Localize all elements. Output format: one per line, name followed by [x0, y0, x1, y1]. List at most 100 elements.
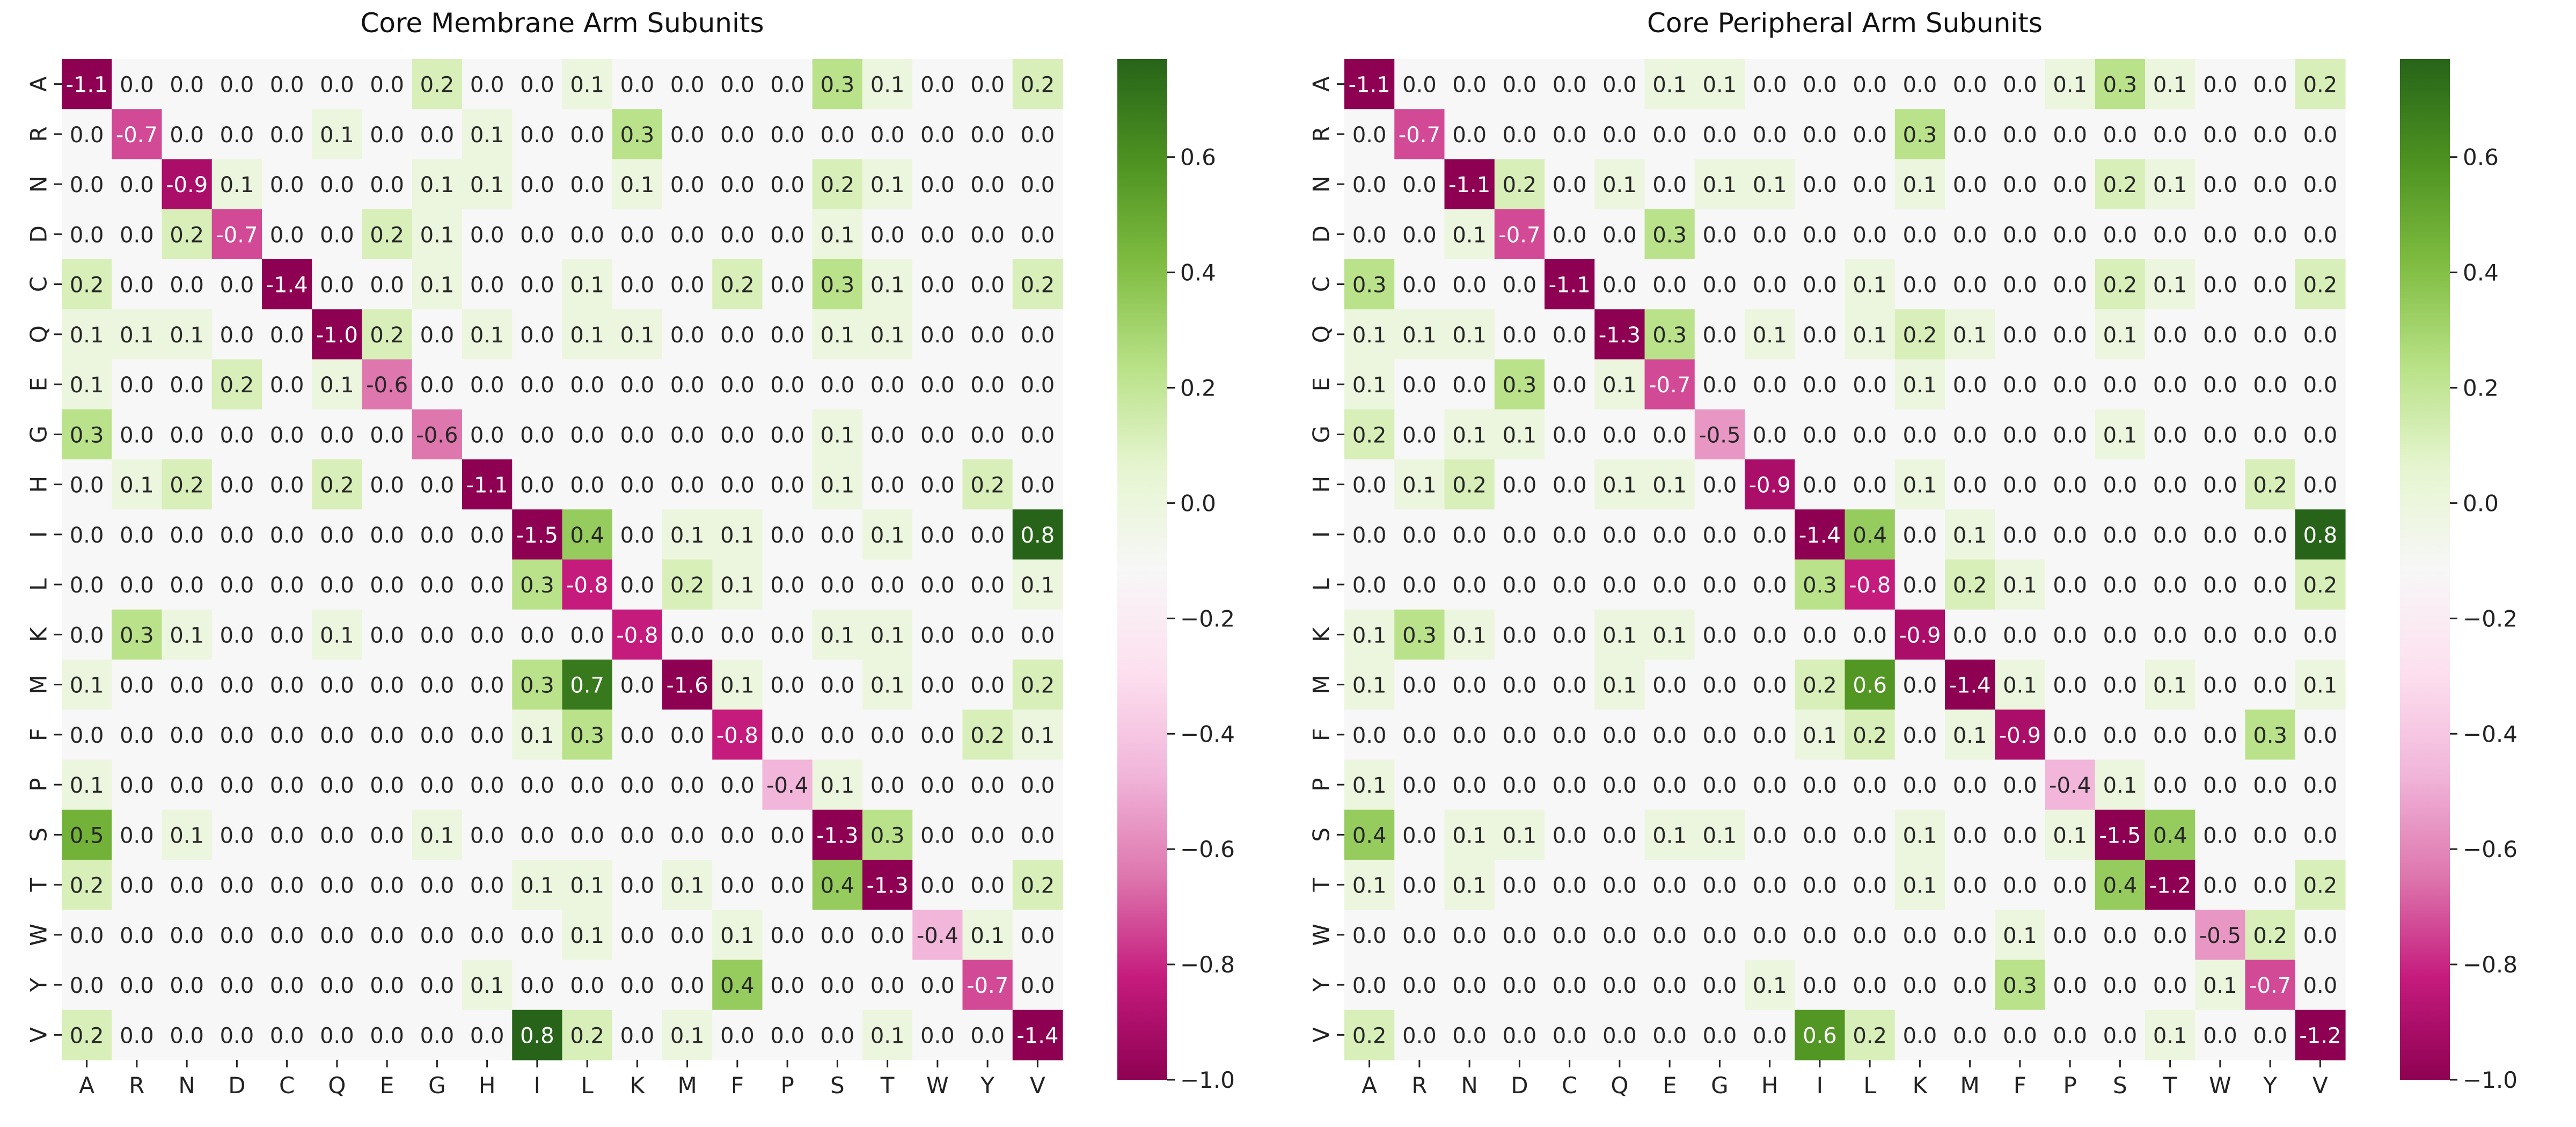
- heatmap-cell: [112, 509, 163, 560]
- cell-value-label: 0.0: [1753, 823, 1787, 848]
- heatmap-cell: [1945, 309, 1995, 360]
- colorbar-tick-label: −0.2: [2463, 605, 2518, 632]
- heatmap-cell: [1694, 809, 1745, 860]
- heatmap-cell: [2295, 559, 2346, 610]
- heatmap-cell: [1795, 559, 1846, 610]
- cell-value-label: 0.0: [1503, 123, 1537, 148]
- cell-value-label: 0.1: [170, 623, 204, 648]
- cell-value-label: 0.2: [970, 723, 1005, 748]
- cell-value-label: 0.0: [2153, 924, 2187, 948]
- cell-value-label: 0.3: [821, 273, 855, 298]
- cell-value-label: 0.1: [420, 223, 455, 247]
- heatmap-cell: [512, 759, 563, 810]
- cell-value-label: 0.0: [270, 523, 304, 548]
- heatmap-cell: [762, 759, 813, 810]
- heatmap-cell: [2145, 359, 2196, 410]
- heatmap-cell: [1945, 409, 1995, 460]
- cell-value-label: 0.1: [821, 473, 855, 498]
- heatmap-cell: [1995, 209, 2046, 260]
- cell-value-label: 0.0: [1352, 473, 1387, 498]
- heatmap-cell: [562, 209, 613, 260]
- heatmap-cell: [1845, 809, 1896, 860]
- heatmap-cell: [1694, 459, 1745, 510]
- x-tick-label: I: [534, 1072, 540, 1099]
- heatmap-cell: [2295, 459, 2346, 510]
- heatmap-cell: [2145, 860, 2196, 910]
- cell-value-label: 0.2: [70, 874, 104, 898]
- heatmap-cell: [512, 559, 563, 610]
- cell-value-label: 0.0: [2153, 223, 2187, 247]
- cell-value-label: 0.0: [920, 273, 955, 298]
- cell-value-label: 0.0: [1953, 773, 1987, 798]
- x-tick-label: W: [2209, 1072, 2231, 1099]
- heatmap-cell: [1012, 609, 1063, 660]
- heatmap-cell: [1344, 860, 1395, 910]
- cell-value-label: 0.0: [170, 273, 204, 298]
- cell-value-label: -0.4: [766, 773, 808, 798]
- x-tick-label: A: [79, 1072, 94, 1099]
- cell-value-label: 0.0: [1953, 173, 1987, 197]
- heatmap-cell: [1494, 609, 1545, 660]
- heatmap-cell: [512, 209, 563, 260]
- heatmap-cell: [562, 609, 613, 660]
- cell-value-label: 0.0: [120, 674, 154, 698]
- cell-value-label: 0.0: [2203, 1023, 2237, 1048]
- heatmap-cell: [1012, 960, 1063, 1011]
- x-tick-label: V: [2312, 1072, 2328, 1099]
- cell-value-label: 0.0: [220, 674, 254, 698]
- heatmap-cell: [312, 609, 363, 660]
- cell-value-label: 0.0: [1803, 773, 1837, 798]
- heatmap-cell: [1594, 459, 1645, 510]
- heatmap-cell: [1012, 209, 1063, 260]
- heatmap-cell: [1644, 809, 1695, 860]
- cell-value-label: 0.1: [70, 674, 104, 698]
- heatmap-cell: [1845, 409, 1896, 460]
- heatmap-cell: [612, 259, 663, 310]
- heatmap-cell: [112, 159, 163, 210]
- cell-value-label: 0.0: [1602, 924, 1637, 948]
- heatmap-cell: [462, 960, 513, 1011]
- cell-value-label: 0.0: [821, 974, 855, 998]
- cell-value-label: 0.1: [1803, 723, 1837, 748]
- cell-value-label: 0.0: [870, 974, 905, 998]
- heatmap-cell: [1894, 109, 1945, 160]
- cell-value-label: 0.1: [2153, 173, 2187, 197]
- cell-value-label: 0.2: [670, 573, 705, 598]
- cell-value-label: 0.0: [1853, 874, 1887, 898]
- cell-value-label: -1.2: [2299, 1023, 2341, 1048]
- x-tick-label: L: [1863, 1072, 1876, 1099]
- cell-value-label: 0.0: [2303, 623, 2338, 648]
- heatmap-cell: [662, 960, 713, 1011]
- heatmap-cell: [862, 359, 913, 410]
- heatmap-cell: [1694, 309, 1745, 360]
- heatmap-cell: [812, 709, 863, 760]
- heatmap-cell: [812, 809, 863, 860]
- heatmap-cell: [1945, 559, 1995, 610]
- cell-value-label: 0.0: [970, 823, 1005, 848]
- heatmap-cell: [62, 809, 112, 860]
- heatmap-cell: [2145, 809, 2196, 860]
- cell-value-label: 0.0: [520, 323, 554, 348]
- cell-value-label: 0.6: [1853, 674, 1887, 698]
- heatmap-cell: [562, 159, 613, 210]
- cell-value-label: 0.0: [1402, 73, 1437, 98]
- cell-value-label: 0.0: [320, 173, 354, 197]
- cell-value-label: 0.0: [2253, 623, 2287, 648]
- cell-value-label: 0.0: [1553, 623, 1587, 648]
- cell-value-label: 0.1: [720, 924, 755, 948]
- y-tick-label: L: [26, 578, 52, 591]
- cell-value-label: 0.0: [570, 373, 604, 398]
- cell-value-label: 0.1: [1503, 423, 1537, 448]
- cell-value-label: -1.5: [516, 523, 558, 548]
- heatmap-cell: [1745, 660, 1795, 710]
- cell-value-label: 0.2: [821, 173, 855, 197]
- cell-value-label: 0.0: [2203, 273, 2237, 298]
- cell-value-label: 0.0: [2003, 773, 2037, 798]
- heatmap-cell: [912, 209, 963, 260]
- x-tick-label: E: [1663, 1072, 1677, 1099]
- cell-value-label: 0.0: [570, 974, 604, 998]
- heatmap-cell: [162, 409, 213, 460]
- cell-value-label: 0.0: [870, 773, 905, 798]
- heatmap-cell: [1945, 759, 1995, 810]
- heatmap-cell: [1644, 960, 1695, 1011]
